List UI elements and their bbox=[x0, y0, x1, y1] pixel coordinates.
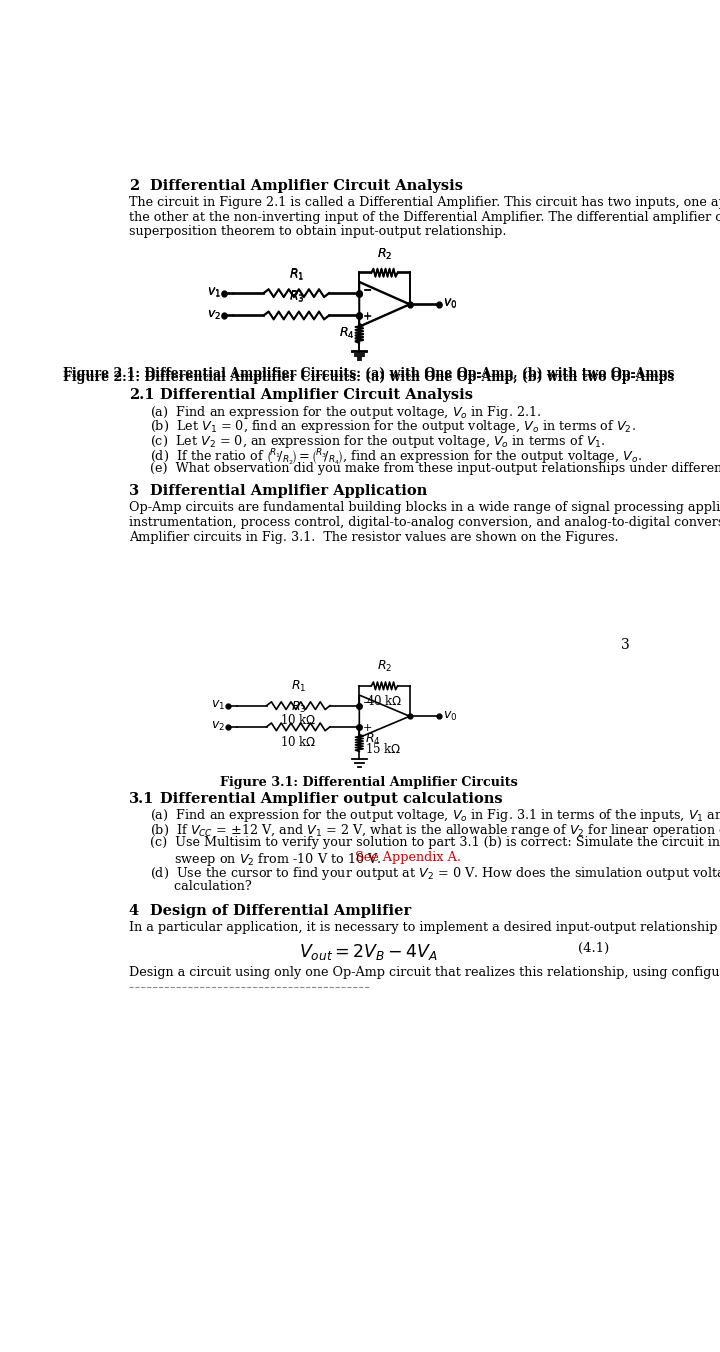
Text: +: + bbox=[363, 311, 372, 322]
Text: Figure 3.1: Differential Amplifier Circuits: Figure 3.1: Differential Amplifier Circu… bbox=[220, 776, 518, 790]
Text: 2: 2 bbox=[129, 180, 139, 193]
Text: Design a circuit using only one Op-Amp circuit that realizes this relationship, : Design a circuit using only one Op-Amp c… bbox=[129, 967, 720, 979]
Text: $R_3$: $R_3$ bbox=[290, 700, 306, 715]
Text: (b)  Let $V_1$ = 0, find an expression for the output voltage, $V_o$ in terms of: (b) Let $V_1$ = 0, find an expression fo… bbox=[150, 418, 636, 435]
Text: (a)  Find an expression for the output voltage, $V_o$ in Fig. 2.1.: (a) Find an expression for the output vo… bbox=[150, 404, 541, 420]
Text: (a)  Find an expression for the output voltage, $V_o$ in Fig. 3.1 in terms of th: (a) Find an expression for the output vo… bbox=[150, 807, 720, 823]
Text: $v_2$: $v_2$ bbox=[207, 310, 221, 322]
Text: the other at the non-inverting input of the Differential Amplifier. The differen: the other at the non-inverting input of … bbox=[129, 211, 720, 223]
Text: $v_1$: $v_1$ bbox=[211, 699, 225, 713]
Text: +: + bbox=[363, 311, 372, 320]
Text: 10 k$\Omega$: 10 k$\Omega$ bbox=[280, 734, 317, 749]
Text: 3: 3 bbox=[129, 484, 139, 499]
Text: 15 k$\Omega$: 15 k$\Omega$ bbox=[365, 742, 401, 756]
Text: Differential Amplifier output calculations: Differential Amplifier output calculatio… bbox=[160, 791, 503, 806]
Text: Design of Differential Amplifier: Design of Differential Amplifier bbox=[150, 904, 412, 918]
Text: $v_1$: $v_1$ bbox=[207, 287, 221, 300]
Text: $v_1$: $v_1$ bbox=[207, 287, 221, 299]
Text: $v_0$: $v_0$ bbox=[443, 299, 457, 311]
Text: instrumentation, process control, digital-to-analog conversion, and analog-to-di: instrumentation, process control, digita… bbox=[129, 516, 720, 529]
Text: 40 k$\Omega$: 40 k$\Omega$ bbox=[366, 694, 402, 707]
Text: Differential Amplifier Circuit Analysis: Differential Amplifier Circuit Analysis bbox=[160, 388, 473, 403]
Text: 3: 3 bbox=[621, 638, 629, 652]
Text: In a particular application, it is necessary to implement a desired input-output: In a particular application, it is neces… bbox=[129, 921, 720, 934]
Text: See Appendix A.: See Appendix A. bbox=[355, 850, 461, 864]
Text: sweep on $V_2$ from -10 V to 10 V.: sweep on $V_2$ from -10 V to 10 V. bbox=[150, 850, 383, 868]
Text: $R_4$: $R_4$ bbox=[365, 733, 380, 748]
Text: $R_1$: $R_1$ bbox=[291, 679, 306, 694]
Text: $v_2$: $v_2$ bbox=[211, 721, 225, 733]
Text: $V_{out} = 2V_B - 4V_A$: $V_{out} = 2V_B - 4V_A$ bbox=[300, 942, 438, 961]
Text: −: − bbox=[363, 287, 372, 296]
Text: −: − bbox=[363, 285, 372, 296]
Text: −: − bbox=[363, 699, 372, 708]
Text: $R_2$: $R_2$ bbox=[377, 660, 392, 675]
Text: $R_2$: $R_2$ bbox=[377, 246, 392, 261]
Text: $R_2$: $R_2$ bbox=[377, 247, 392, 262]
Text: $v_0$: $v_0$ bbox=[443, 710, 457, 723]
Text: $v_2$: $v_2$ bbox=[207, 308, 221, 322]
Text: $R_1$: $R_1$ bbox=[289, 266, 304, 283]
Text: Figure 2.1: Differential Amplifier Circuits: (a) with One Op-Amp, (b) with two O: Figure 2.1: Differential Amplifier Circu… bbox=[63, 368, 675, 380]
Text: (d)  If the ratio of $\left(\!{}^{R_1}\!/{}_{R_2}\!\right) = \left(\!{}^{R_3}\!/: (d) If the ratio of $\left(\!{}^{R_1}\!/… bbox=[150, 448, 642, 468]
Text: (c)  Use Multisim to verify your solution to part 3.1 (b) is correct: Simulate t: (c) Use Multisim to verify your solution… bbox=[150, 836, 720, 849]
Text: Differential Amplifier Application: Differential Amplifier Application bbox=[150, 484, 428, 499]
Text: $R_1$: $R_1$ bbox=[289, 268, 304, 283]
Text: 10 k$\Omega$: 10 k$\Omega$ bbox=[280, 714, 317, 727]
Text: (b)  If $V_{CC}$ = $\pm$12 V, and $V_1$ = 2 V, what is the allowable range of $V: (b) If $V_{CC}$ = $\pm$12 V, and $V_1$ =… bbox=[150, 822, 720, 838]
Text: (4.1): (4.1) bbox=[578, 942, 610, 955]
Text: $v_0$: $v_0$ bbox=[443, 297, 457, 311]
Text: (d)  Use the cursor to find your output at $V_2$ = 0 V. How does the simulation : (d) Use the cursor to find your output a… bbox=[150, 865, 720, 883]
Text: 2.1: 2.1 bbox=[129, 388, 154, 403]
Text: $R_3$: $R_3$ bbox=[289, 289, 304, 306]
Text: The circuit in Figure 2.1 is called a Differential Amplifier. This circuit has t: The circuit in Figure 2.1 is called a Di… bbox=[129, 196, 720, 210]
Text: Figure 2.1: Differential Amplifier Circuits: (a) with One Op-Amp, (b) with two O: Figure 2.1: Differential Amplifier Circu… bbox=[63, 372, 675, 384]
Text: 4: 4 bbox=[129, 904, 139, 918]
Text: Differential Amplifier Circuit Analysis: Differential Amplifier Circuit Analysis bbox=[150, 180, 464, 193]
Text: superposition theorem to obtain input-output relationship.: superposition theorem to obtain input-ou… bbox=[129, 226, 506, 238]
Text: $R_4$: $R_4$ bbox=[339, 326, 355, 341]
Text: Op-Amp circuits are fundamental building blocks in a wide range of signal proces: Op-Amp circuits are fundamental building… bbox=[129, 502, 720, 514]
Text: Amplifier circuits in Fig. 3.1.  The resistor values are shown on the Figures.: Amplifier circuits in Fig. 3.1. The resi… bbox=[129, 531, 618, 544]
Text: +: + bbox=[363, 722, 372, 733]
Text: calculation?: calculation? bbox=[150, 880, 252, 894]
Text: 3.1: 3.1 bbox=[129, 791, 154, 806]
Text: $R_3$: $R_3$ bbox=[289, 289, 304, 304]
Text: (e)  What observation did you make from these input-output relationships under d: (e) What observation did you make from t… bbox=[150, 462, 720, 475]
Text: $R_4$: $R_4$ bbox=[339, 326, 355, 341]
Text: (c)  Let $V_2$ = 0, an expression for the output voltage, $V_o$ in terms of $V_1: (c) Let $V_2$ = 0, an expression for the… bbox=[150, 433, 606, 450]
